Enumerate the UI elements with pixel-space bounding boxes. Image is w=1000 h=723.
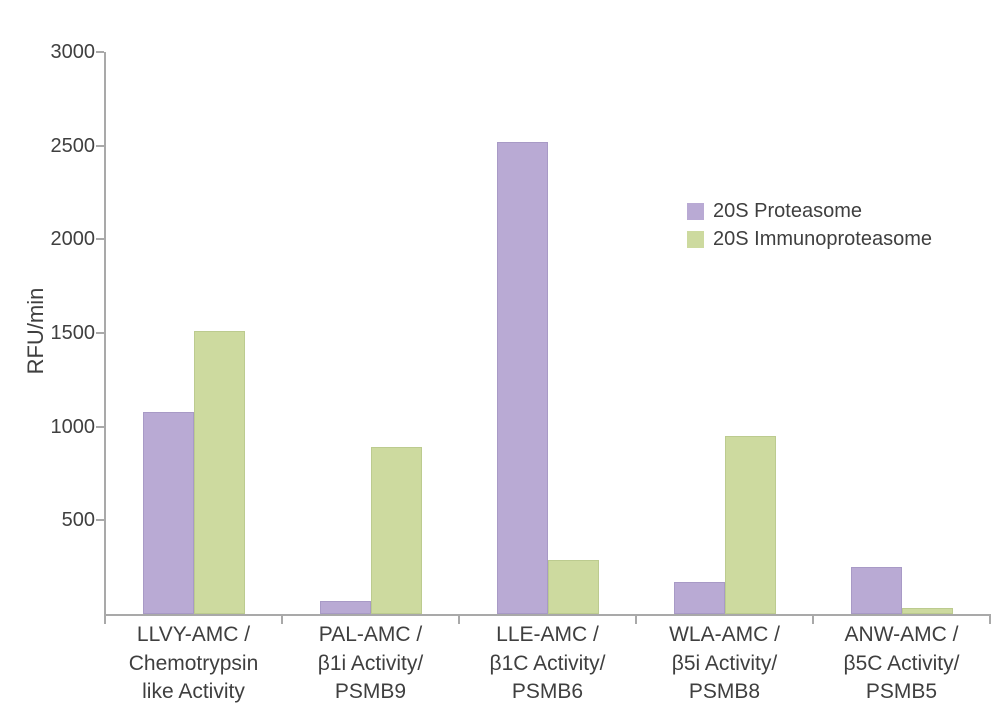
bar-20s-immunoproteasome (547, 559, 599, 614)
y-axis-tick (96, 519, 104, 522)
category-label-line: β5C Activity/ (843, 651, 960, 675)
category-label-line: WLA-AMC / (669, 623, 780, 646)
y-tick-label: 500 (61, 509, 95, 532)
category-label: LLVY-AMC / Chemotrypsin like Activity (105, 621, 282, 707)
bar-20s-immunoproteasome (370, 447, 422, 614)
y-tick-label: 2500 (50, 134, 96, 157)
legend: 20S Proteasome 20S Immunoproteasome (687, 199, 933, 258)
category-label-line: ANW-AMC / (844, 623, 959, 646)
category-label-line: PSMB5 (865, 680, 938, 703)
category-label-line: PSMB6 (511, 680, 584, 703)
legend-swatch-proteasome (687, 202, 704, 220)
category-label-line: LLE-AMC / (496, 623, 599, 646)
category-label-line: Chemotrypsin (128, 651, 259, 675)
x-axis-tick (281, 614, 283, 624)
legend-label-proteasome: 20S Proteasome (713, 199, 862, 222)
legend-item-immunoproteasome: 20S Immunoproteasome (687, 227, 933, 250)
x-axis-tick (104, 614, 106, 624)
category-label: LLE-AMC / β1C Activity/PSMB6 (459, 621, 636, 707)
x-axis-tick (989, 614, 991, 624)
y-axis-tick (96, 238, 104, 241)
bar-20s-immunoproteasome (193, 331, 245, 614)
category-label-line: PSMB8 (688, 680, 761, 703)
bar-20s-immunoproteasome (724, 435, 776, 614)
y-axis-tick (96, 331, 104, 334)
category-label-line: PSMB9 (334, 680, 407, 703)
y-tick-label: 3000 (50, 40, 96, 63)
x-axis-tick (812, 614, 814, 624)
y-tick-label: 1500 (50, 321, 96, 344)
category-label: PAL-AMC / β1i Activity/PSMB9 (282, 621, 459, 707)
category-label: ANW-AMC / β5C Activity/PSMB5 (813, 621, 990, 707)
bar-20s-proteasome (496, 141, 548, 614)
x-axis-tick (635, 614, 637, 624)
y-tick-label: 2000 (50, 228, 96, 251)
bar-20s-proteasome (142, 411, 194, 614)
x-axis-line (104, 614, 991, 616)
category-label-line: β1i Activity/ (317, 651, 424, 675)
legend-label-immunoproteasome: 20S Immunoproteasome (713, 227, 933, 250)
y-axis-tick (96, 144, 104, 147)
category-label-line: LLVY-AMC / (136, 623, 251, 646)
legend-item-proteasome: 20S Proteasome (687, 199, 932, 222)
bar-20s-immunoproteasome (901, 608, 953, 614)
y-axis-tick (96, 50, 104, 53)
category-label-line: β5i Activity/ (671, 651, 778, 675)
x-axis-tick (458, 614, 460, 624)
y-tick-label: 1000 (50, 415, 96, 438)
category-label-line: β1C Activity/ (489, 651, 606, 675)
bar-20s-proteasome (319, 600, 371, 614)
category-label-line: PAL-AMC / (318, 623, 423, 646)
category-label: WLA-AMC / β5i Activity/PSMB8 (636, 621, 813, 707)
y-axis-tick (96, 425, 104, 428)
y-axis-line (104, 52, 106, 614)
bar-20s-proteasome (850, 567, 902, 614)
bar-20s-proteasome (673, 582, 725, 614)
legend-swatch-immunoproteasome (687, 230, 704, 248)
category-label-line: like Activity (142, 680, 245, 703)
